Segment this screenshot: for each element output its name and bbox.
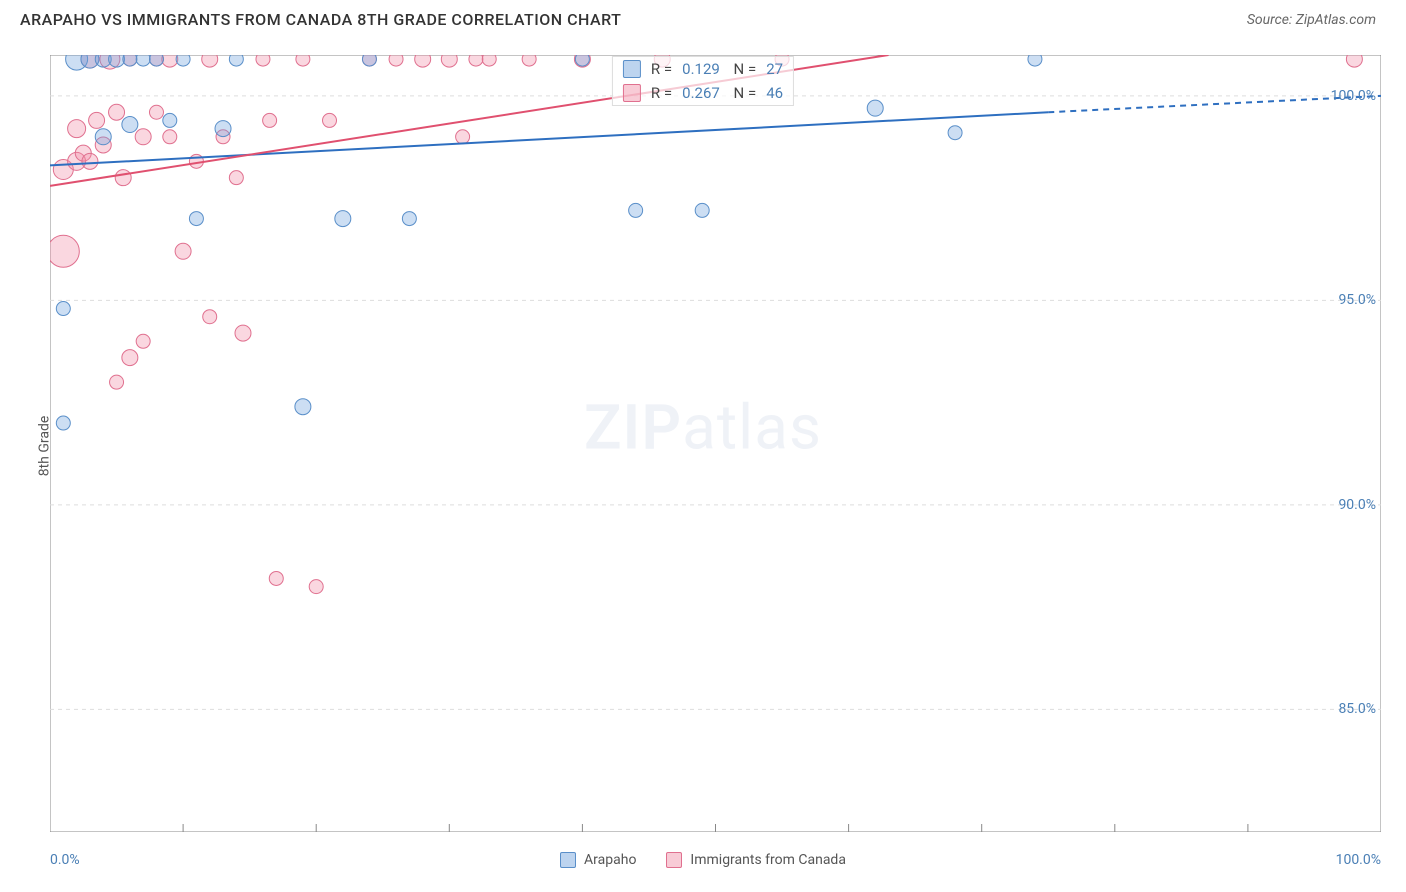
chart-header: ARAPAHO VS IMMIGRANTS FROM CANADA 8TH GR… (0, 0, 1406, 39)
legend-item-canada: Immigrants from Canada (666, 852, 846, 868)
correlation-stats-box: R = 0.129 N = 27 R = 0.267 N = 46 (612, 56, 794, 106)
legend-item-arapaho: Arapaho (560, 852, 636, 868)
legend-swatch (560, 852, 576, 868)
stats-n-label: N = (730, 60, 756, 78)
stats-r-label: R = (651, 60, 672, 78)
legend-label: Arapaho (584, 852, 636, 868)
stats-r-value: 0.129 (682, 60, 720, 78)
stats-r-value: 0.267 (682, 84, 720, 102)
stats-r-label: R = (651, 84, 672, 102)
source-attribution: Source: ZipAtlas.com (1247, 12, 1376, 28)
stats-row-arapaho: R = 0.129 N = 27 (613, 57, 793, 81)
stats-n-value: 46 (766, 84, 783, 102)
y-tick-label: 100.0% (1331, 88, 1376, 104)
legend-label: Immigrants from Canada (690, 852, 846, 868)
stats-swatch (623, 60, 641, 78)
stats-row-canada: R = 0.267 N = 46 (613, 81, 793, 105)
legend: Arapaho Immigrants from Canada (0, 852, 1406, 868)
stats-n-value: 27 (766, 60, 783, 78)
y-tick-label: 90.0% (1338, 497, 1376, 513)
y-tick-label: 85.0% (1338, 701, 1376, 717)
stats-n-label: N = (730, 84, 756, 102)
scatter-chart (50, 55, 1381, 832)
stats-swatch (623, 84, 641, 102)
y-tick-label: 95.0% (1338, 292, 1376, 308)
legend-swatch (666, 852, 682, 868)
chart-title: ARAPAHO VS IMMIGRANTS FROM CANADA 8TH GR… (20, 10, 621, 29)
chart-plot-area (50, 55, 1381, 832)
